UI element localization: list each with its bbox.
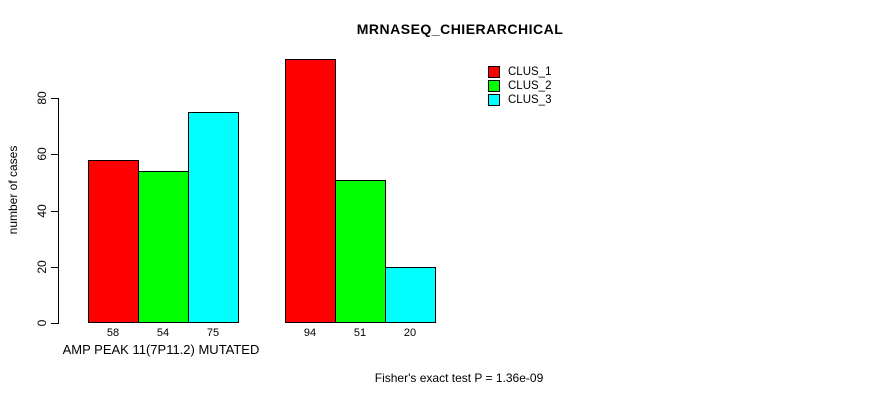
bar-value-label: 51 (353, 327, 367, 339)
y-axis-line (58, 98, 59, 324)
bar-clus_1-group1 (88, 159, 139, 323)
bar-clus_2-group2 (335, 179, 386, 323)
bar-value-label: 94 (303, 327, 317, 339)
y-tick-label: 40 (35, 203, 49, 218)
bar-value-label: 20 (403, 327, 417, 339)
y-tick-label: 60 (35, 147, 49, 161)
y-tick-label: 20 (35, 260, 49, 274)
y-tick-label: 80 (35, 91, 49, 105)
y-tick-mark (51, 98, 58, 99)
legend-swatch-icon (488, 80, 500, 92)
bar-value-label: 75 (206, 327, 220, 339)
y-tick-mark (51, 154, 58, 156)
bar-clus_3-group2 (385, 266, 436, 323)
legend-swatch-icon (488, 66, 500, 78)
bar-value-label: 54 (156, 327, 170, 339)
y-tick-mark (51, 210, 58, 212)
legend-label: CLUS_1 (508, 66, 552, 78)
chart-title: MRNASEQ_CHIERARCHICAL (356, 21, 564, 37)
legend-label: CLUS_3 (508, 94, 552, 106)
y-tick-mark (51, 323, 58, 324)
bar-clus_2-group1 (138, 171, 189, 323)
y-axis-label: number of cases (6, 145, 20, 235)
y-tick-mark (51, 266, 58, 268)
x-axis-label: AMP PEAK 11(7P11.2) MUTATED (62, 342, 260, 357)
y-tick-label: 0 (35, 319, 49, 327)
bar-clus_1-group2 (285, 58, 336, 323)
bar-value-label: 58 (106, 327, 120, 339)
legend-label: CLUS_2 (508, 80, 552, 92)
legend-swatch-icon (488, 94, 500, 106)
bar-clus_3-group1 (188, 112, 239, 323)
fisher-test-note: Fisher's exact test P = 1.36e-09 (374, 371, 544, 385)
